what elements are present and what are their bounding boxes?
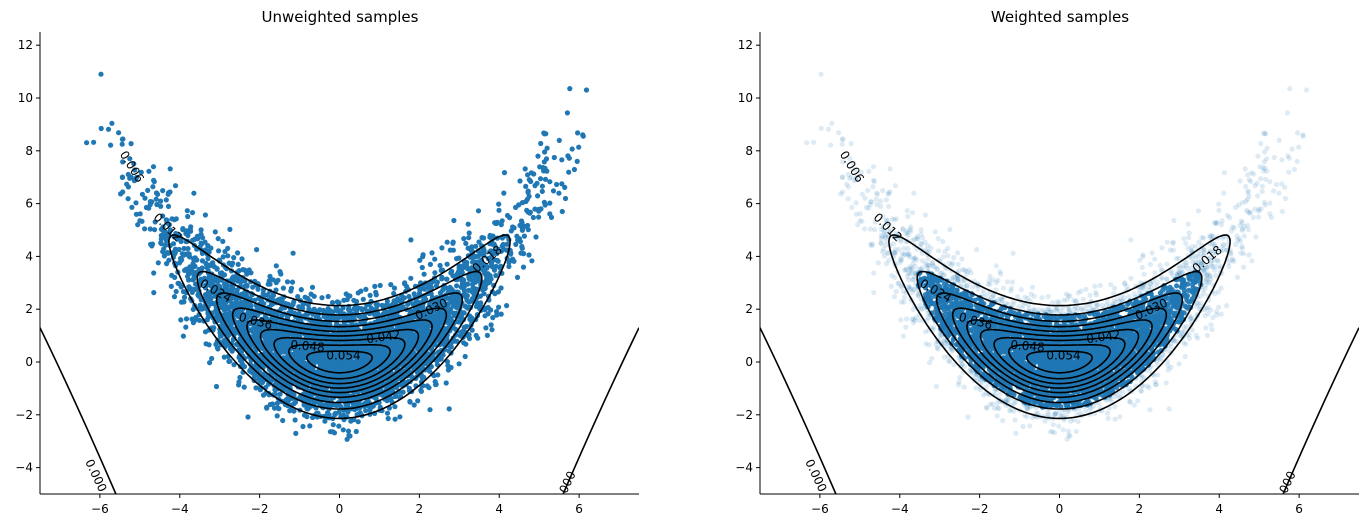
x-tick-label: −4: [171, 502, 189, 516]
y-tick-label: 0: [25, 355, 33, 369]
y-tick-label: −4: [15, 461, 33, 475]
x-tick-label: −6: [811, 502, 829, 516]
weighted-plot-area: 0.0000.0060.0120.0180.0240.0300.0360.042…: [735, 32, 1359, 516]
y-tick-label: −4: [735, 461, 753, 475]
x-tick-label: 6: [1295, 502, 1303, 516]
y-tick-label: 8: [745, 144, 753, 158]
y-tick-label: 12: [738, 38, 753, 52]
x-tick-label: 0: [1056, 502, 1064, 516]
chart-title: Unweighted samples: [261, 8, 419, 26]
x-tick-label: 4: [495, 502, 503, 516]
y-tick-label: 4: [25, 249, 33, 263]
x-tick-label: 4: [1215, 502, 1223, 516]
x-tick-label: 2: [1136, 502, 1144, 516]
unweighted-panel: Unweighted samples 0.000 0.006 0.012 0.018 0…: [0, 0, 660, 528]
weighted-panel: Weighted samples 0.000 0.006 0.012 0.018 0.0…: [720, 0, 1367, 528]
y-tick-label: 8: [25, 144, 33, 158]
y-tick-label: 12: [18, 38, 33, 52]
chart-title: Weighted samples: [990, 8, 1130, 26]
y-tick-label: 2: [745, 302, 753, 316]
x-tick-label: −2: [251, 502, 269, 516]
x-tick-label: 2: [416, 502, 424, 516]
y-tick-label: 6: [745, 197, 753, 211]
x-tick-label: 6: [575, 502, 583, 516]
y-tick-label: −2: [15, 408, 33, 422]
y-tick-label: −2: [735, 408, 753, 422]
scatter-points: [84, 71, 590, 442]
y-tick-label: 6: [25, 197, 33, 211]
y-tick-label: 2: [25, 302, 33, 316]
unweighted-plot-area: 0.0000.0060.0120.0180.0240.0300.0360.042…: [15, 32, 639, 516]
plot-content: 0.0000.0060.0120.0180.0240.0300.0360.042…: [760, 71, 1359, 494]
contour-lines: [40, 234, 639, 494]
y-tick-label: 10: [18, 91, 33, 105]
contour-lines: [760, 234, 1359, 494]
x-tick-label: 0: [336, 502, 344, 516]
x-tick-label: −6: [91, 502, 109, 516]
y-tick-label: 10: [738, 91, 753, 105]
x-tick-label: −2: [971, 502, 989, 516]
plot-content: 0.0000.0060.0120.0180.0240.0300.0360.042…: [40, 71, 639, 494]
x-tick-label: −4: [891, 502, 909, 516]
y-tick-label: 4: [745, 249, 753, 263]
y-tick-label: 0: [745, 355, 753, 369]
